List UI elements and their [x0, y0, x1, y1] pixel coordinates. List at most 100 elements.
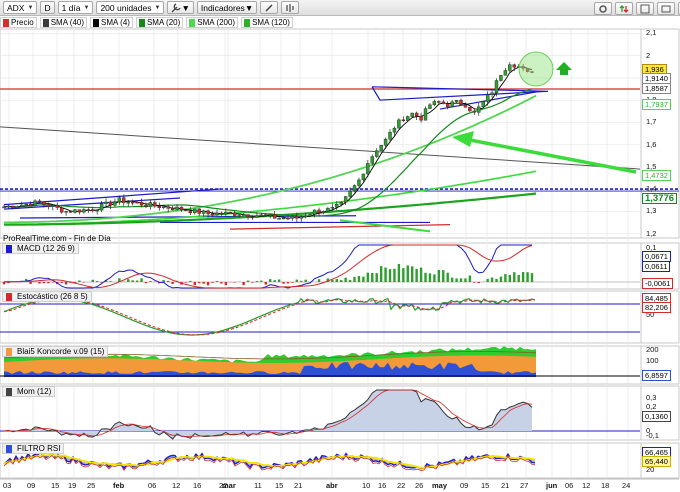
price-tag: 1,7937 [642, 99, 671, 110]
trade-button[interactable] [615, 2, 633, 15]
macd-histogram-bar [273, 280, 276, 282]
macd-histogram-bar [379, 266, 383, 282]
candle-body [410, 112, 414, 117]
candle-body [215, 212, 219, 216]
candle-body [246, 214, 250, 218]
macd-histogram-bar [384, 267, 387, 282]
panel-swatch [6, 244, 12, 253]
timeframe-selector[interactable]: 1 día ▼ [57, 1, 94, 14]
candle-body [508, 64, 512, 71]
stochastic-title[interactable]: Estocástico (26 8 5) [2, 291, 92, 302]
macd-title[interactable]: MACD (12 26 9) [2, 243, 79, 254]
draw-button[interactable] [260, 1, 279, 14]
macd-tick-label: 0,1 [646, 243, 657, 252]
candle-body [312, 209, 317, 215]
candle-body [379, 145, 383, 151]
candle-body [250, 216, 255, 219]
macd-histogram-bar [335, 279, 338, 282]
macd-histogram-bar [78, 280, 81, 282]
candle-body [437, 101, 441, 103]
candle-body [55, 205, 59, 208]
candle-body [414, 112, 419, 117]
candle-body [157, 205, 161, 209]
chevron-down-icon: ▼ [181, 2, 190, 13]
legend-item[interactable]: SMA (120) [241, 17, 293, 28]
indicators-label: Indicadores [200, 2, 245, 13]
maximize-button[interactable] [657, 2, 675, 15]
momentum-title-text: Mom (12) [17, 387, 52, 396]
macd-histogram-bar [388, 269, 392, 282]
highlight-circle [518, 51, 554, 87]
candle-body [166, 206, 170, 209]
candle-body [219, 212, 224, 215]
x-tick-label: 12 [582, 481, 591, 490]
macd-histogram-bar [402, 268, 405, 282]
macd-histogram-bar [118, 278, 121, 282]
koncorde-title[interactable]: Blai5 Koncorde v.09 (15) [2, 346, 109, 357]
candle-body [503, 70, 508, 76]
macd-histogram-bar [127, 279, 130, 282]
macd-histogram-bar [242, 282, 245, 286]
candle-body [170, 208, 175, 211]
candle-body [290, 215, 295, 219]
macd-histogram-bar [317, 279, 321, 282]
macd-histogram-bar [526, 272, 529, 282]
rsi-filter-title-text: FILTRO RSI [17, 444, 61, 453]
chevron-down-icon: ▼ [154, 4, 161, 11]
macd-histogram-bar [340, 280, 343, 282]
legend-item[interactable]: Precio [0, 17, 37, 28]
panel-mom-frame [0, 385, 680, 441]
macd-value-tag: -0,0061 [642, 278, 674, 289]
legend-item[interactable]: SMA (20) [135, 17, 184, 28]
candle-body [51, 205, 55, 207]
legend-item[interactable]: SMA (40) [39, 17, 88, 28]
tools-button[interactable]: ▼ [167, 1, 194, 14]
units-selector[interactable]: 200 unidades ▼ [96, 1, 165, 14]
x-tick-label: 10 [362, 481, 371, 490]
indicators-button[interactable]: Indicadores ▼ [196, 1, 258, 14]
chart-style-button[interactable] [281, 1, 300, 14]
macd-histogram-bar [348, 279, 352, 282]
macd-histogram-bar [264, 282, 267, 285]
legend-item[interactable]: SMA (4) [90, 17, 133, 28]
x-tick-label: 06 [565, 481, 574, 490]
candle-body [383, 138, 388, 146]
x-tick-label: 22 [397, 481, 406, 490]
layout-button[interactable] [636, 2, 654, 15]
candle-body [304, 215, 308, 218]
candle-body [68, 211, 73, 213]
candle-body [388, 131, 392, 140]
macd-histogram-bar [7, 282, 10, 284]
legend-swatch [244, 18, 251, 27]
candle-body [406, 116, 410, 121]
candle-body [99, 203, 104, 211]
stochastic-title-text: Estocástico (26 8 5) [17, 292, 88, 301]
x-tick-label: 15 [275, 481, 284, 490]
legend-item[interactable]: SMA (200) [186, 17, 239, 28]
price-tick-label: 1,3 [646, 206, 657, 216]
candle-body [530, 71, 534, 73]
candle-body [15, 206, 20, 209]
macd-histogram-bar [95, 281, 99, 282]
macd-histogram-bar [91, 279, 94, 282]
mode-button[interactable]: D [40, 1, 55, 14]
macd-histogram-bar [282, 282, 285, 284]
macd-histogram-bar [38, 282, 41, 284]
close-button[interactable] [678, 2, 680, 15]
koncorde-value-tag: 6,8597 [642, 370, 671, 381]
macd-histogram-bar [2, 282, 6, 285]
macd-histogram-bar [42, 282, 46, 284]
macd-histogram-bar [144, 282, 148, 284]
candle-body [73, 209, 77, 213]
macd-histogram-bar [406, 265, 409, 282]
timeframe-label: 1 día [61, 2, 81, 13]
x-tick-label: 12 [172, 481, 181, 490]
macd-histogram-bar [437, 269, 441, 282]
ticker-selector[interactable]: ADX ▼ [3, 1, 38, 14]
macd-histogram-bar [251, 282, 254, 283]
settings-button[interactable] [594, 2, 612, 15]
x-tick-label: 11 [254, 481, 262, 490]
rsi-filter-title[interactable]: FILTRO RSI [2, 443, 65, 454]
momentum-title[interactable]: Mom (12) [2, 386, 56, 397]
